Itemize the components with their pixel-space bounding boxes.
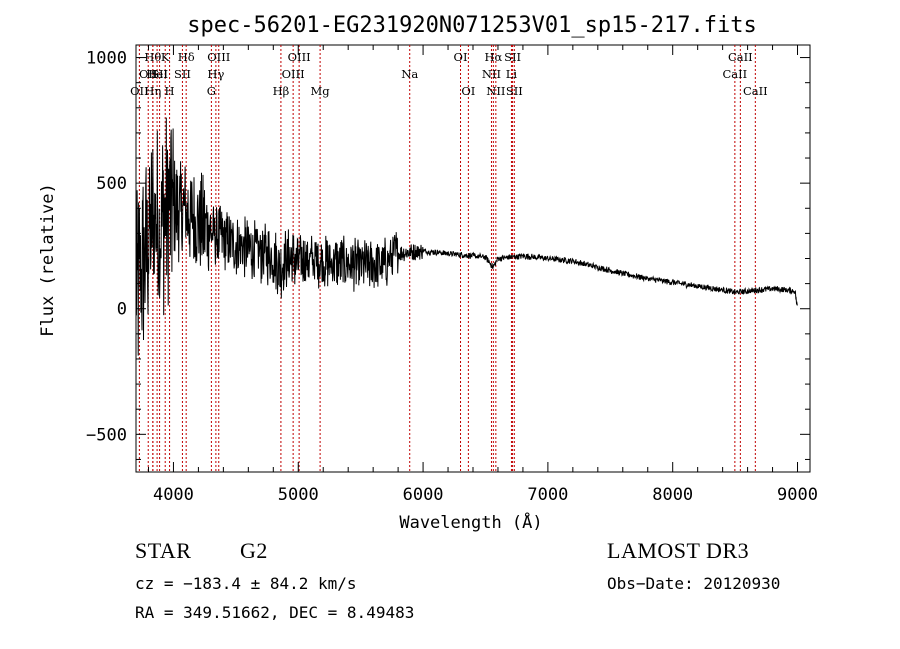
axis-tick-labels: 4000 5000 6000 7000 8000 9000 −500 0 500 1000 [86, 49, 818, 505]
line-marker-label: OI [454, 50, 468, 64]
axis-ticks [136, 45, 810, 472]
line-marker-label: H [165, 84, 175, 98]
y-tick-label: −500 [86, 425, 127, 445]
line-marker-label: Hδ [178, 50, 195, 64]
line-marker-label: SII [506, 84, 523, 98]
x-tick-label: 5000 [278, 485, 319, 505]
line-marker-label: OI [461, 84, 475, 98]
line-marker-label: SII [151, 67, 168, 81]
line-marker-label: Hα [484, 50, 502, 64]
line-marker-label: Hη [144, 84, 161, 98]
y-tick-label: 1000 [86, 49, 127, 69]
coordinates: RA = 349.51662, DEC = 8.49483 [135, 603, 415, 622]
x-tick-label: 9000 [777, 485, 818, 505]
line-markers [138, 45, 756, 472]
line-marker-label: OIII [207, 50, 230, 64]
obs-date: Obs−Date: 20120930 [607, 574, 781, 593]
object-subclass: G2 [240, 538, 268, 563]
line-marker-label: OIII [282, 67, 305, 81]
line-marker-label: Mg [311, 84, 331, 98]
line-marker-label: Hθ [144, 50, 161, 64]
line-marker-labels: OIIOIIHθHηHeISIIKHHδSIIGHγOIIIHβOIIIOIII… [130, 50, 768, 98]
chart-title: spec-56201-EG231920N071253V01_sp15-217.f… [187, 13, 757, 38]
x-tick-label: 6000 [403, 485, 444, 505]
line-marker-label: OIII [288, 50, 311, 64]
line-marker-label: OII [130, 84, 149, 98]
line-marker-label: NII [486, 84, 505, 98]
survey-name: LAMOST DR3 [607, 538, 750, 563]
line-marker-label: SII [504, 50, 521, 64]
line-marker-label: Hβ [273, 84, 290, 98]
line-marker-label: NII [482, 67, 501, 81]
line-marker-label: HeI [146, 67, 167, 81]
line-marker-label: Li [506, 67, 518, 81]
x-tick-label: 7000 [527, 485, 568, 505]
x-axis-label: Wavelength (Å) [399, 511, 542, 533]
line-marker-label: CaII [743, 84, 768, 98]
object-class: STAR [135, 538, 192, 563]
line-marker-label: G [207, 84, 216, 98]
spectrum-line [135, 117, 798, 356]
line-marker-label: K [161, 50, 170, 64]
x-tick-label: 4000 [153, 485, 194, 505]
x-tick-label: 8000 [652, 485, 693, 505]
line-marker-label: Na [401, 67, 418, 81]
line-marker-label: SII [174, 67, 191, 81]
y-axis-label: Flux (relative) [38, 183, 58, 337]
line-marker-label: Hγ [207, 67, 224, 81]
y-tick-label: 0 [117, 300, 127, 320]
line-marker-label: CaII [722, 67, 747, 81]
y-tick-label: 500 [96, 174, 127, 194]
line-marker-label: OII [139, 67, 158, 81]
redshift-value: cz = −183.4 ± 84.2 km/s [135, 574, 357, 593]
line-marker-label: CaII [728, 50, 753, 64]
